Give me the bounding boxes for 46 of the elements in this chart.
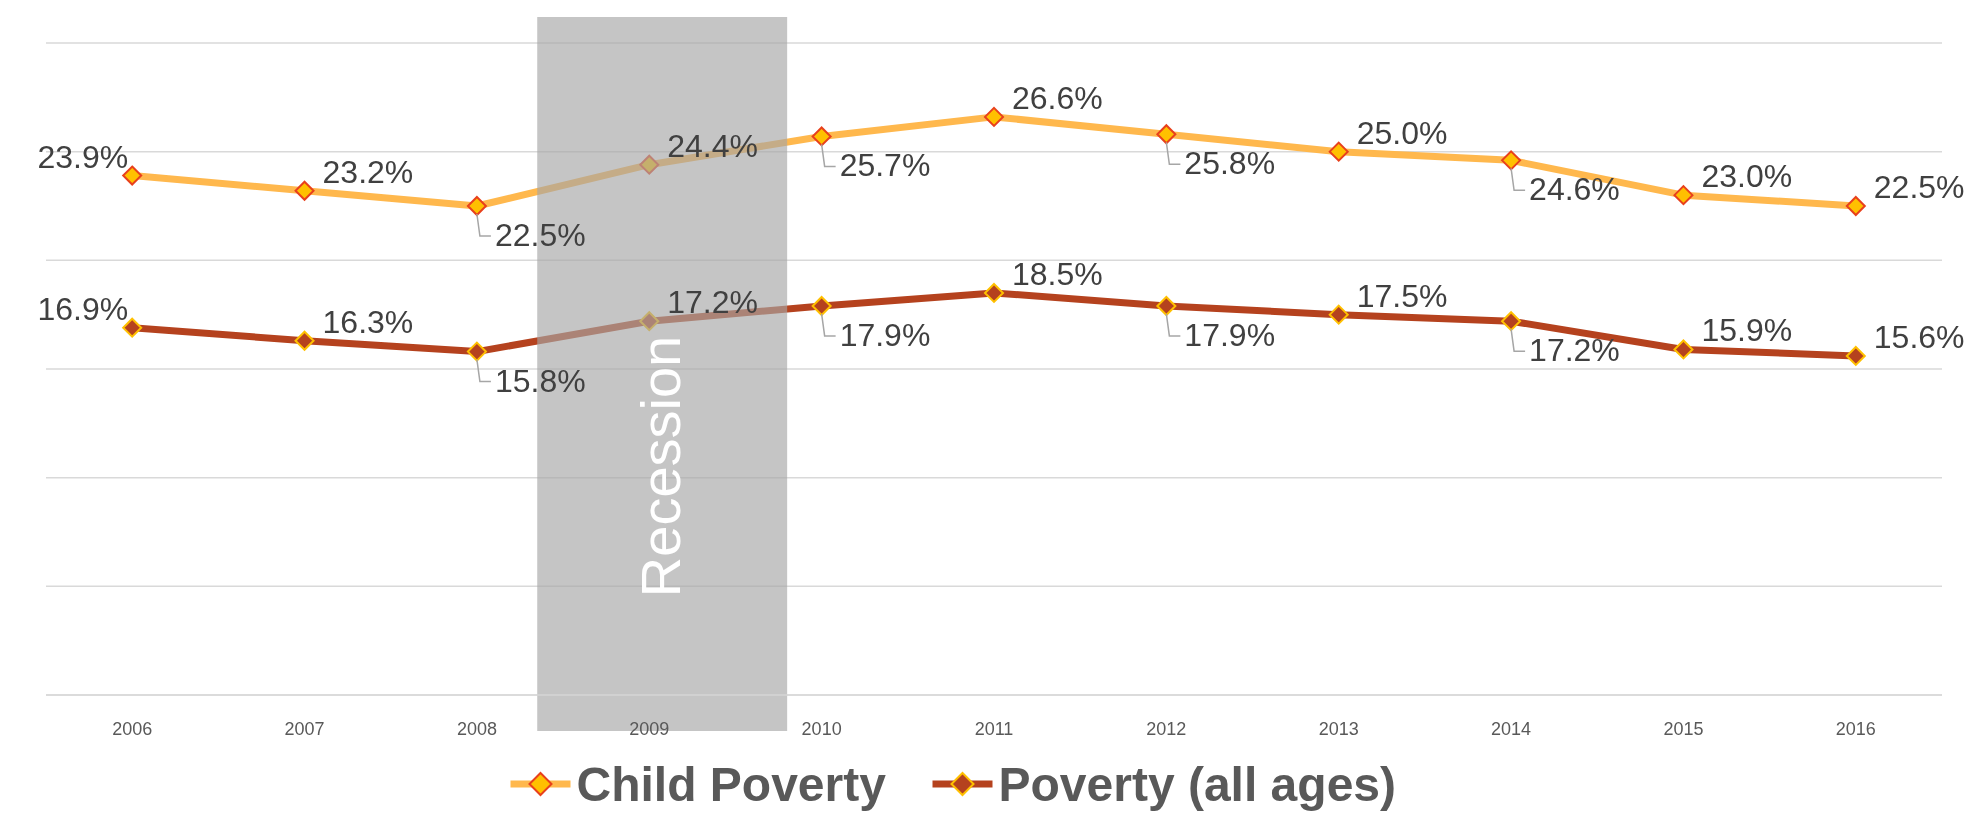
data-label: 15.8% [494,362,586,399]
x-tick-label: 2013 [1318,719,1359,739]
band-label: Recession [629,335,693,598]
data-label: 15.6% [1873,318,1965,355]
x-tick-label: 2010 [801,719,842,739]
x-tick-label: 2011 [974,719,1014,739]
data-label: 23.2% [322,153,414,190]
x-tick-label: 2007 [284,719,325,739]
x-tick-label: 2006 [112,719,153,739]
data-label: 25.7% [839,147,931,184]
data-label: 17.9% [1184,316,1276,353]
data-label: 17.9% [839,316,931,353]
data-label: 22.5% [494,217,586,253]
point [811,295,832,316]
point [466,341,487,362]
x-tick-label: 2016 [1835,719,1876,739]
data-label: 25.0% [1356,114,1448,151]
point [1845,345,1866,366]
data-label: 17.2% [667,284,759,321]
legend-label: Child Poverty [576,758,887,811]
point [1328,304,1349,325]
x-tick-label: 2009 [629,719,670,739]
data-label: 25.8% [1184,145,1276,182]
data-label: 16.3% [322,303,414,340]
point [639,311,660,332]
data-label: 15.9% [1701,312,1793,349]
x-tick-label: 2014 [1491,719,1532,739]
data-label: 16.9% [37,290,129,327]
data-label: 24.6% [1529,171,1620,208]
data-label: 26.6% [1012,79,1103,116]
data-label: 23.0% [1701,158,1793,195]
point [1673,339,1694,360]
data-label: 17.5% [1356,277,1448,314]
x-tick-label: 2008 [456,719,497,739]
legend-label: Poverty (all ages) [998,758,1396,811]
point [984,282,1004,303]
x-tick-label: 2012 [1146,719,1187,739]
point [294,330,315,351]
data-label: 18.5% [1012,255,1103,292]
point [1156,295,1177,316]
point [1501,311,1522,332]
data-label: 22.5% [1873,169,1965,205]
data-label: 23.9% [37,138,129,175]
x-tick-label: 2015 [1663,719,1704,739]
data-label: 24.4% [667,127,759,164]
data-label: 17.2% [1529,332,1620,369]
